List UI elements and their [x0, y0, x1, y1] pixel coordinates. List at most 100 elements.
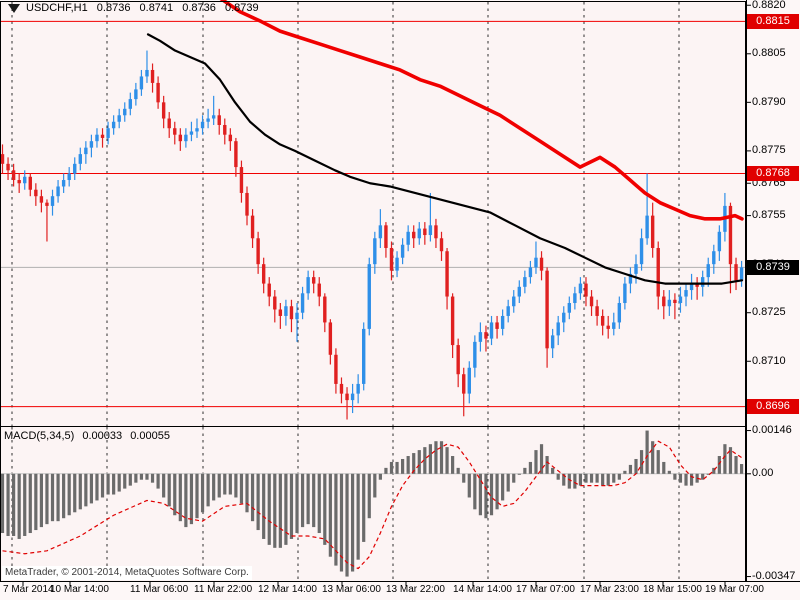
candle-body [45, 202, 49, 206]
macd-bar [401, 458, 405, 474]
macd-bar [34, 473, 38, 531]
macd-bar [73, 473, 77, 513]
time-axis-label: 11 Mar 22:00 [194, 584, 253, 595]
macd-bar [95, 473, 99, 501]
candle-body [378, 225, 383, 239]
candle-body [200, 121, 205, 129]
candle-body [89, 141, 94, 148]
candle-body [539, 257, 544, 271]
candle-body [117, 115, 121, 122]
candle-body [256, 238, 260, 265]
macd-bar [639, 450, 644, 474]
macd-bar [245, 473, 249, 513]
macd-bar [534, 450, 538, 474]
candle-body [717, 231, 722, 252]
candle-body [550, 335, 555, 349]
macd-bar [112, 473, 116, 495]
macd-bar [362, 473, 366, 542]
candle-body [728, 205, 733, 265]
candle-body [523, 277, 527, 287]
candle-body [695, 283, 699, 287]
candle-body [639, 238, 644, 265]
candle-body [111, 121, 116, 129]
macd-bar [551, 467, 555, 474]
macd-bar [528, 461, 533, 474]
candle-body [23, 176, 27, 184]
macd-bar [512, 473, 516, 483]
macd-bar [445, 447, 449, 474]
macd-bar [178, 473, 182, 522]
time-axis-label: 18 Mar 15:00 [643, 584, 702, 595]
candle-body [345, 393, 349, 401]
time-axis-label: 7 Mar 2014 [3, 584, 54, 595]
macd-bar [250, 473, 255, 522]
macd-indicator-label: MACD(5,34,5) 0.00033 0.00055 [4, 430, 175, 442]
macd-bar [28, 473, 32, 534]
macd-bar [428, 444, 432, 474]
main-pane-background [1, 2, 745, 426]
macd-bar [656, 450, 660, 474]
candle-body [667, 299, 672, 307]
candle-body [506, 306, 510, 316]
candle-body [467, 367, 471, 394]
macd-bar [545, 456, 549, 474]
ohlc-low: 0.8736 [182, 2, 216, 14]
candle-body [350, 393, 355, 401]
macd-bar [67, 473, 71, 516]
macd-bar [378, 473, 382, 480]
macd-bar [50, 473, 55, 522]
candle-body [478, 332, 483, 342]
price-axis-label: 0.8805 [752, 47, 786, 60]
candle-body [128, 99, 133, 109]
candle-body [278, 309, 283, 316]
candle-body [445, 251, 449, 297]
candle-body [100, 134, 105, 138]
candle-body [11, 170, 16, 181]
macd-bar [300, 473, 305, 528]
candle-body [528, 267, 533, 278]
candle-body [328, 322, 333, 355]
candle-body [700, 277, 705, 287]
macd-bar [523, 467, 527, 474]
macd-bar [312, 473, 316, 528]
macd-bar [295, 473, 299, 534]
chart-shift-marker-icon[interactable] [8, 4, 20, 13]
candle-body [273, 296, 277, 310]
macd-bar [350, 473, 355, 572]
candle-body [473, 341, 477, 368]
candle-body [645, 215, 649, 239]
candle-body [600, 315, 605, 326]
macd-bar [267, 473, 271, 545]
candle-body [678, 296, 683, 304]
macd-bar [150, 473, 155, 483]
macd-bar [612, 473, 616, 483]
macd-bar [206, 473, 210, 507]
candle-body [211, 115, 216, 119]
macd-bar [651, 441, 655, 474]
macd-bar [389, 461, 394, 474]
time-axis-label: 13 Mar 22:00 [386, 584, 445, 595]
candle-body [50, 196, 55, 206]
candle-body [412, 231, 416, 239]
macd-axis-label: -0.00347 [752, 570, 796, 583]
macd-bar [451, 456, 455, 474]
time-axis-label: 17 Mar 23:00 [580, 584, 639, 595]
time-axis-label: 12 Mar 14:00 [258, 584, 317, 595]
candle-body [517, 286, 522, 297]
time-axis-label: 11 Mar 06:00 [130, 584, 189, 595]
macd-bar [484, 473, 488, 519]
candle-body [739, 267, 744, 281]
macd-bar [100, 473, 105, 498]
time-axis-label: 10 Mar 14:00 [50, 584, 109, 595]
macd-bar [200, 473, 205, 513]
macd-bar [184, 473, 188, 528]
candle-body [61, 180, 66, 187]
candlestick-series [0, 50, 744, 420]
macd-axis-label: 0.00146 [752, 424, 792, 437]
candle-body [0, 154, 5, 164]
candle-body [406, 231, 410, 245]
price-axis-label: 0.8820 [752, 0, 786, 11]
candle-body [689, 283, 694, 291]
macd-bar [262, 473, 266, 539]
